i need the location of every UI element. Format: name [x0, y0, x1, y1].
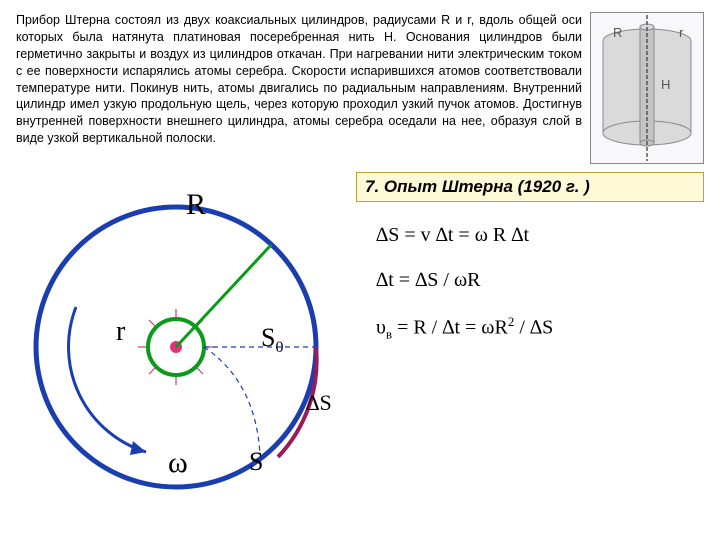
side-label-r: r [679, 25, 684, 40]
label-S: S [249, 447, 263, 476]
s-path [204, 347, 260, 455]
top-view-diagram: R r ω S0 S ∆S [16, 172, 346, 502]
side-label-H: Н [661, 77, 670, 92]
experiment-title: 7. Опыт Штерна (1920 г. ) [356, 172, 704, 202]
description-text: Прибор Штерна состоял из двух коаксиальн… [16, 12, 582, 164]
side-cylinder-diagram: R r Н [590, 12, 704, 164]
rotation-arc [69, 307, 146, 452]
label-R: R [186, 188, 206, 221]
radius-R-line [176, 245, 271, 347]
label-r: r [116, 316, 126, 347]
label-deltaS: ∆S [306, 390, 332, 415]
label-omega: ω [168, 446, 188, 479]
formula-1: ∆S = v ∆t = ω R ∆t [356, 224, 704, 247]
side-label-R: R [613, 25, 622, 40]
label-S0: S0 [261, 323, 283, 356]
formula-3: υв = R / ∆t = ωR2 / ∆S [356, 314, 704, 343]
rotation-arrowhead [130, 441, 146, 455]
formula-2: ∆t = ∆S / ωR [356, 269, 704, 292]
